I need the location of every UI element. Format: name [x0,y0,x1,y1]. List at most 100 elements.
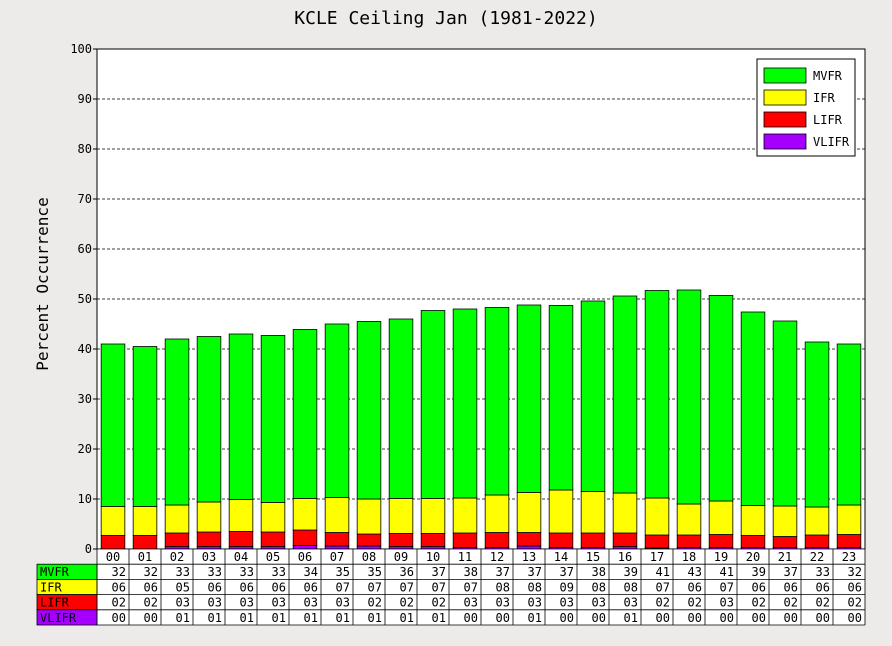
bar-ifr [132,506,158,536]
y-tick-label: 100 [70,42,92,56]
bar-ifr [100,506,126,536]
bar-mvfr [676,289,702,505]
bar-ifr [292,498,318,531]
hour-label: 17 [650,550,664,564]
hour-label: 07 [330,550,344,564]
row-header-label-ifr: IFR [40,580,62,594]
bar-lifr [580,532,606,548]
bar-mvfr [708,295,734,502]
table-cell: 07 [464,580,478,594]
bar-lifr [452,532,478,548]
legend-swatch-lifr [763,111,807,128]
bar-mvfr [740,311,766,506]
table-cell: 01 [336,611,350,625]
table-cell: 03 [560,596,574,610]
table-cell: 06 [784,580,798,594]
table-cell: 35 [336,565,350,579]
table-cell: 06 [144,580,158,594]
table-cell: 02 [112,596,126,610]
table-cell: 01 [624,611,638,625]
table-cell: 06 [112,580,126,594]
table-cell: 00 [688,611,702,625]
bar-lifr [388,533,414,547]
bar-mvfr [356,321,382,500]
table-cell: 00 [496,611,510,625]
legend-swatch-vlifr [763,133,807,150]
y-tick-label: 0 [85,542,92,556]
table-cell: 01 [400,611,414,625]
table-cell: 03 [304,596,318,610]
bar-lifr [644,534,670,549]
table-cell: 01 [240,611,254,625]
table-cell: 05 [176,580,190,594]
table-cell: 03 [496,596,510,610]
bar-ifr [612,492,638,534]
legend-label-ifr: IFR [813,91,835,105]
table-cell: 03 [240,596,254,610]
table-cell: 39 [752,565,766,579]
hour-label: 22 [810,550,824,564]
table-cell: 06 [272,580,286,594]
hour-label: 01 [138,550,152,564]
y-tick-label: 30 [78,392,92,406]
table-cell: 43 [688,565,702,579]
table-cell: 32 [112,565,126,579]
table-cell: 00 [112,611,126,625]
table-cell: 32 [848,565,862,579]
hour-label: 09 [394,550,408,564]
table-cell: 01 [528,611,542,625]
bar-ifr [676,503,702,536]
hour-label: 00 [106,550,120,564]
table-cell: 02 [656,596,670,610]
y-tick-label: 80 [78,142,92,156]
hour-label: 12 [490,550,504,564]
bar-ifr [580,491,606,534]
bar-ifr [548,489,574,534]
bar-ifr [260,502,286,533]
bar-lifr [612,532,638,547]
hour-label: 10 [426,550,440,564]
table-cell: 08 [528,580,542,594]
bar-mvfr [260,335,286,503]
table-cell: 32 [144,565,158,579]
row-header-label-vlifr: VLIFR [40,611,77,625]
table-cell: 37 [560,565,574,579]
table-cell: 08 [624,580,638,594]
table-cell: 02 [368,596,382,610]
bar-ifr [836,504,862,535]
table-cell: 08 [592,580,606,594]
table-cell: 03 [624,596,638,610]
table-cell: 33 [816,565,830,579]
bar-ifr [452,497,478,534]
table-cell: 03 [336,596,350,610]
table-cell: 33 [240,565,254,579]
table-cell: 00 [560,611,574,625]
table-cell: 00 [656,611,670,625]
table-cell: 06 [208,580,222,594]
table-cell: 03 [464,596,478,610]
bar-ifr [420,498,446,534]
table-cell: 01 [176,611,190,625]
bar-ifr [484,494,510,533]
table-cell: 37 [432,565,446,579]
table-cell: 06 [848,580,862,594]
table-cell: 36 [400,565,414,579]
table-cell: 01 [432,611,446,625]
table-cell: 01 [304,611,318,625]
bar-ifr [164,504,190,534]
table-cell: 41 [720,565,734,579]
bar-mvfr [132,346,158,507]
hour-label: 08 [362,550,376,564]
bar-lifr [356,533,382,547]
bar-ifr [228,499,254,532]
table-cell: 01 [208,611,222,625]
y-tick-label: 70 [78,192,92,206]
data-table: 00 01 02 03 04 05 06 07 08 09 10 11 12 13 14 15 16 17 18 19… [36,548,866,626]
bar-mvfr [292,329,318,499]
bar-ifr [740,505,766,536]
y-axis-label: Percent Occurrence [33,197,52,370]
table-cell: 00 [784,611,798,625]
bar-lifr [740,535,766,548]
table-cell: 00 [752,611,766,625]
table-cell: 35 [368,565,382,579]
